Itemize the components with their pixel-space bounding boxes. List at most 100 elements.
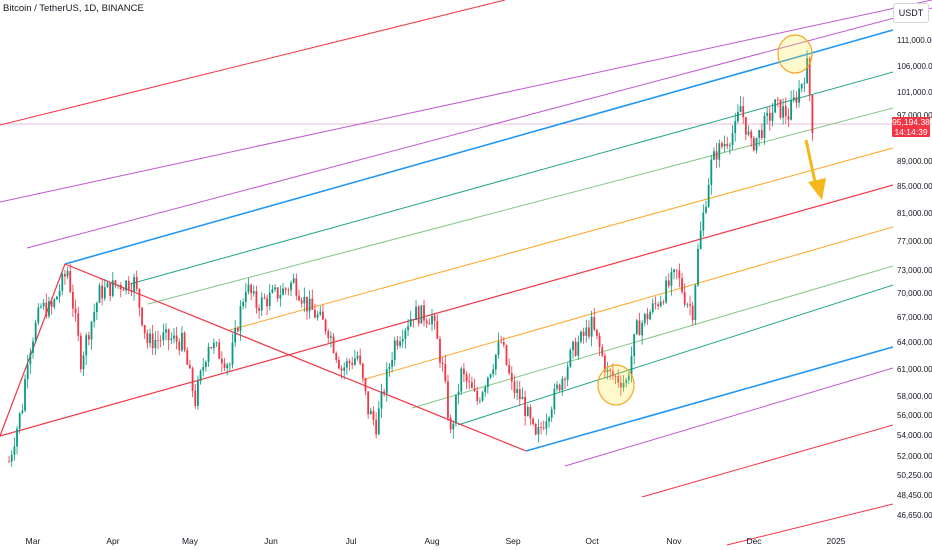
candle-body <box>609 369 612 372</box>
candle-body <box>577 341 580 356</box>
candle-body <box>127 280 130 291</box>
candle-body <box>173 335 175 339</box>
candle-body <box>633 333 636 357</box>
candle-body <box>170 338 173 341</box>
candle-body <box>420 305 423 324</box>
candle-body <box>154 339 157 349</box>
candle-body <box>792 97 795 101</box>
candle-body <box>37 307 40 323</box>
candle-body <box>532 418 534 425</box>
candle-body <box>212 342 215 349</box>
candle-body <box>279 294 282 299</box>
candle-body <box>638 320 641 336</box>
candle-body <box>601 347 604 356</box>
candle-body <box>731 133 734 145</box>
candle-body <box>226 364 229 369</box>
x-tick-label: Dec <box>746 536 762 546</box>
candle-body <box>790 100 792 120</box>
candle-body <box>369 410 372 415</box>
candle-body <box>686 304 689 306</box>
candle-body <box>167 329 170 341</box>
y-tick-label: 50,250.00 <box>897 471 932 480</box>
candle-body <box>713 151 715 160</box>
candle-body <box>343 367 346 371</box>
candle-body <box>202 367 205 371</box>
candle-body <box>779 99 782 118</box>
candle-body <box>428 323 431 325</box>
candle-body <box>784 106 787 117</box>
candle-body <box>197 381 199 406</box>
candle-body <box>250 284 253 294</box>
candle-body <box>18 413 21 429</box>
candle-body <box>734 121 737 134</box>
y-tick-label: 73,000.00 <box>897 266 932 275</box>
candle-body <box>295 278 298 296</box>
candle-body <box>319 311 322 315</box>
upper-channel-line <box>64 29 894 265</box>
channel-line <box>457 284 894 426</box>
candle-body <box>737 111 739 122</box>
candle-body <box>34 322 37 342</box>
candle-body <box>282 288 284 295</box>
candle-body <box>42 302 45 307</box>
candle-body <box>484 387 487 393</box>
candlestick-series <box>8 50 814 467</box>
candle-body <box>181 332 183 351</box>
candle-body <box>508 364 511 374</box>
candle-body <box>399 341 401 346</box>
lower-channel-line <box>525 346 894 452</box>
candle-body <box>335 352 338 360</box>
candle-body <box>800 84 803 89</box>
candle-body <box>345 361 348 368</box>
candle-body <box>580 331 582 342</box>
candle-body <box>723 143 726 147</box>
candle-body <box>175 335 178 342</box>
candle-body <box>641 322 644 336</box>
candle-body <box>290 282 292 291</box>
y-tick-label: 77,000.00 <box>897 237 932 246</box>
candle-body <box>359 355 362 364</box>
candle-body <box>53 299 56 308</box>
candle-body <box>210 347 213 349</box>
candle-body <box>151 333 154 349</box>
candle-body <box>457 391 460 395</box>
candle-body <box>263 297 266 299</box>
candle-body <box>468 381 471 383</box>
candle-body <box>806 58 808 84</box>
candle-body <box>585 327 588 336</box>
candle-body <box>396 340 399 346</box>
candle-body <box>149 333 151 344</box>
candle-body <box>646 313 649 320</box>
x-tick-label: Mar <box>26 536 41 546</box>
candle-body <box>478 400 481 402</box>
candle-body <box>165 329 167 333</box>
candle-body <box>510 373 513 382</box>
y-tick-label: 85,000.00 <box>897 182 932 191</box>
currency-selector[interactable]: USDT <box>893 3 929 23</box>
candle-body <box>372 410 375 421</box>
candle-body <box>619 382 622 388</box>
candle-body <box>56 296 58 300</box>
candle-body <box>635 320 638 334</box>
candle-body <box>380 391 383 409</box>
candle-body <box>729 144 731 146</box>
candle-body <box>662 301 665 303</box>
candle-body <box>393 340 396 361</box>
candle-body <box>364 378 367 392</box>
candle-body <box>681 278 683 293</box>
last-price-tag: 95,194.38 14:14:39 <box>892 117 930 137</box>
candle-body <box>564 378 566 380</box>
channel-line <box>129 71 894 285</box>
outer-channel-line <box>0 0 506 126</box>
candle-body <box>431 315 433 325</box>
candle-body <box>540 427 542 428</box>
candle-body <box>260 297 263 311</box>
candle-body <box>593 317 596 330</box>
candle-body <box>439 338 441 363</box>
candle-body <box>157 339 159 341</box>
candle-body <box>598 335 601 348</box>
candle-body <box>351 362 354 365</box>
candle-body <box>625 380 628 384</box>
